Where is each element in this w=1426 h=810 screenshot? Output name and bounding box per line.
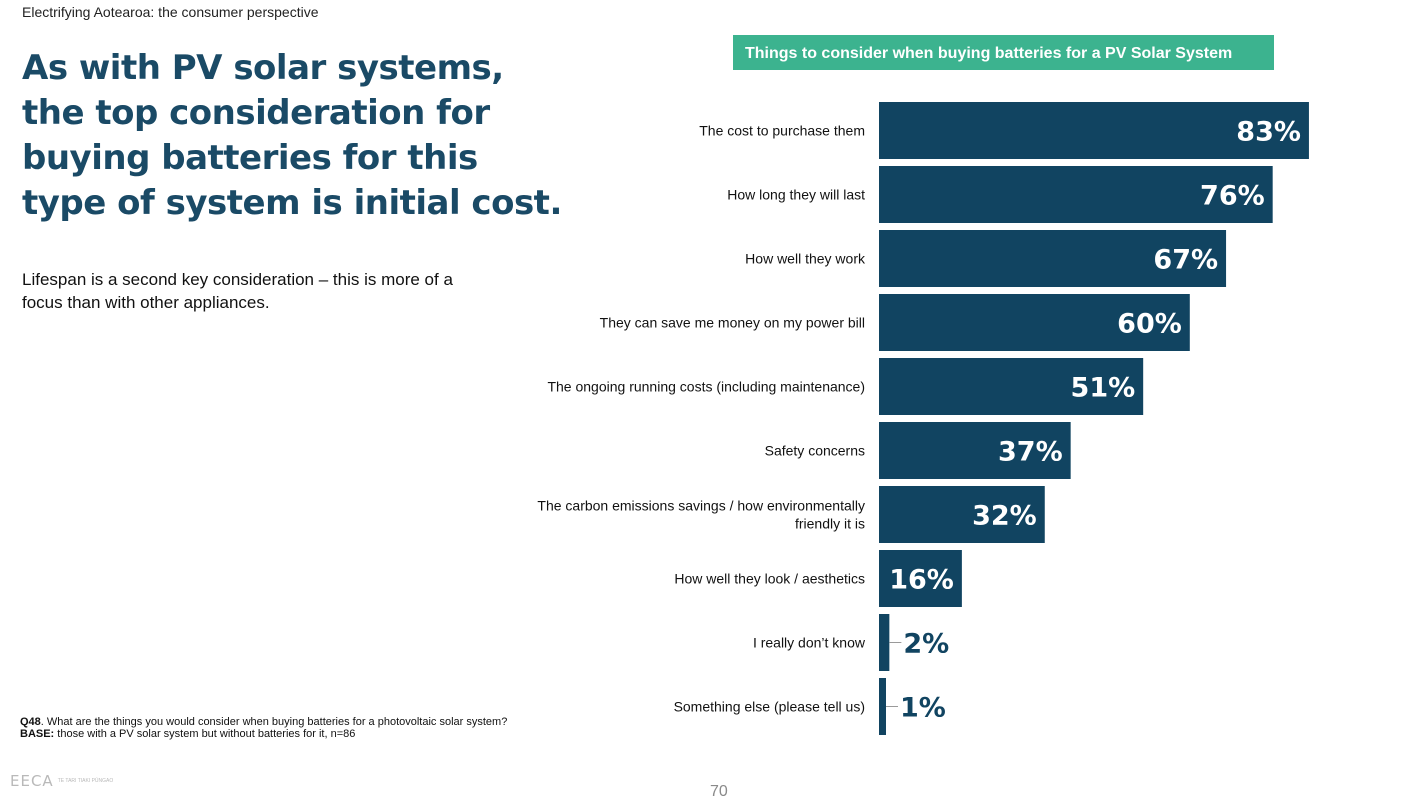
headline-line: buying batteries for this (22, 138, 478, 178)
logo-subtext: TE TARI TIAKI PŪNGAO (57, 778, 114, 784)
value-label: 60% (1117, 309, 1182, 340)
category-label: How long they will last (727, 187, 865, 203)
value-label: 1% (900, 693, 946, 724)
bar (879, 102, 1309, 159)
footnote: Q48. What are the things you would consi… (20, 716, 507, 740)
category-label: Safety concerns (765, 443, 865, 459)
value-label: 83% (1236, 117, 1301, 148)
eeca-logo: EECA TE TARI TIAKI PŪNGAO (10, 772, 113, 790)
headline-line: As with PV solar systems, (22, 48, 504, 88)
value-label: 32% (972, 501, 1037, 532)
category-label: The cost to purchase them (699, 123, 865, 139)
bar (879, 166, 1273, 223)
subtext: Lifespan is a second key consideration –… (22, 270, 453, 312)
category-label: I really don’t know (753, 635, 866, 651)
chart-title: Things to consider when buying batteries… (733, 35, 1274, 70)
headline-line: the top consideration for (22, 93, 490, 133)
value-label: 51% (1071, 373, 1136, 404)
base-note: BASE: those with a PV solar system but w… (20, 728, 507, 740)
category-label: How well they look / aesthetics (674, 571, 865, 587)
category-label: They can save me money on my power bill (600, 315, 865, 331)
value-label: 16% (889, 565, 954, 596)
bar (879, 358, 1144, 415)
document-title: Electrifying Aotearoa: the consumer pers… (22, 4, 319, 20)
value-label: 2% (903, 629, 949, 660)
value-label: 67% (1153, 245, 1218, 276)
base-text: those with a PV solar system but without… (54, 728, 356, 740)
bar (879, 294, 1190, 351)
category-label: The ongoing running costs (including mai… (547, 379, 865, 395)
base-label: BASE: (20, 728, 55, 740)
value-label: 76% (1200, 181, 1265, 212)
bar (879, 550, 962, 607)
question-note: Q48. What are the things you would consi… (20, 716, 507, 728)
bar (879, 614, 890, 671)
bar (879, 486, 1045, 543)
bar (879, 678, 886, 735)
headline-line: type of system is initial cost. (22, 183, 562, 223)
question-label: Q48 (20, 716, 41, 728)
category-label: Something else (please tell us) (674, 699, 865, 715)
question-text: . What are the things you would consider… (40, 716, 508, 728)
bar (879, 230, 1227, 287)
page-number: 70 (710, 783, 728, 800)
category-label: The carbon emissions savings / how envir… (537, 498, 865, 532)
logo-mark: EECA (10, 772, 54, 790)
bar (879, 422, 1071, 479)
value-label: 37% (998, 437, 1063, 468)
category-label: How well they work (745, 251, 866, 267)
headline: As with PV solar systems, the top consid… (22, 46, 562, 226)
